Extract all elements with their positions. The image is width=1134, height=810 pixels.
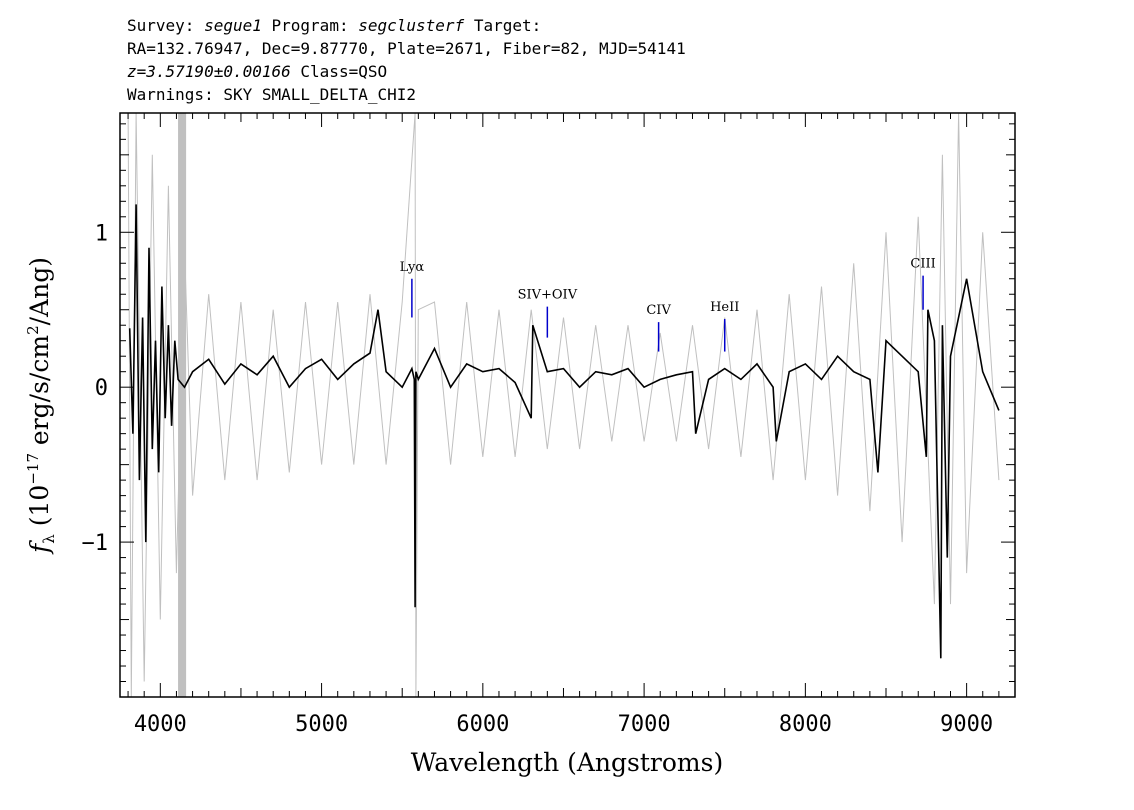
header-line-survey: Survey: segue1 Program: segclusterf Targ… [127, 14, 1027, 37]
y-tick-label: −1 [82, 531, 109, 556]
emission-line-markers: Lyα SIV+OIV CIV HeII CIII [400, 257, 936, 352]
x-tick-label: 7000 [618, 712, 671, 737]
survey-value: segue1 [204, 16, 262, 35]
spectrum-header: Survey: segue1 Program: segclusterf Targ… [127, 14, 1027, 106]
target-label: Target: [473, 16, 542, 35]
program-value: segclusterf [358, 16, 465, 35]
header-line-warnings: Warnings: SKY SMALL_DELTA_CHI2 [127, 85, 416, 104]
plot-frame [119, 112, 1016, 698]
axis-tick-labels: 4000 5000 6000 7000 8000 9000 −1 0 1 [82, 221, 994, 737]
error-series-line [127, 112, 1000, 698]
x-tick-label: 8000 [779, 712, 832, 737]
x-tick-label: 5000 [295, 712, 348, 737]
header-line-coords: RA=132.76947, Dec=9.87770, Plate=2671, F… [127, 39, 686, 58]
svg-text:fλ (10−17 erg/s/cm2/Ang): fλ (10−17 erg/s/cm2/Ang) [24, 257, 58, 555]
x-axis-title: Wavelength (Angstroms) [411, 748, 723, 777]
flux-series-layer [128, 204, 1000, 659]
y-tick-label: 0 [95, 376, 108, 401]
x-tick-label: 6000 [456, 712, 509, 737]
x-tick-label: 9000 [940, 712, 993, 737]
survey-label: Survey: [127, 16, 195, 35]
y-axis-title: fλ (10−17 erg/s/cm2/Ang) [24, 257, 58, 555]
error-series-layer [127, 112, 1000, 698]
class-value: Class=QSO [300, 62, 388, 81]
y-tick-label: 1 [95, 221, 108, 246]
header-line-redshift: z=3.57190±0.00166 Class=QSO [127, 60, 1027, 83]
line-label-civ: CIV [646, 303, 671, 318]
line-label-siv-oiv: SIV+OIV [518, 288, 578, 303]
line-label-ly-: Lyα [400, 260, 425, 275]
axis-ticks [120, 113, 1016, 698]
masked-region [178, 113, 187, 697]
x-tick-label: 4000 [134, 712, 187, 737]
line-label-heii: HeII [710, 300, 739, 315]
masked-region-layer [178, 113, 187, 697]
flux-series-line [128, 204, 1000, 659]
redshift-value: z=3.57190±0.00166 [127, 62, 291, 81]
line-label-ciii: CIII [910, 257, 935, 272]
program-label: Program: [271, 16, 349, 35]
